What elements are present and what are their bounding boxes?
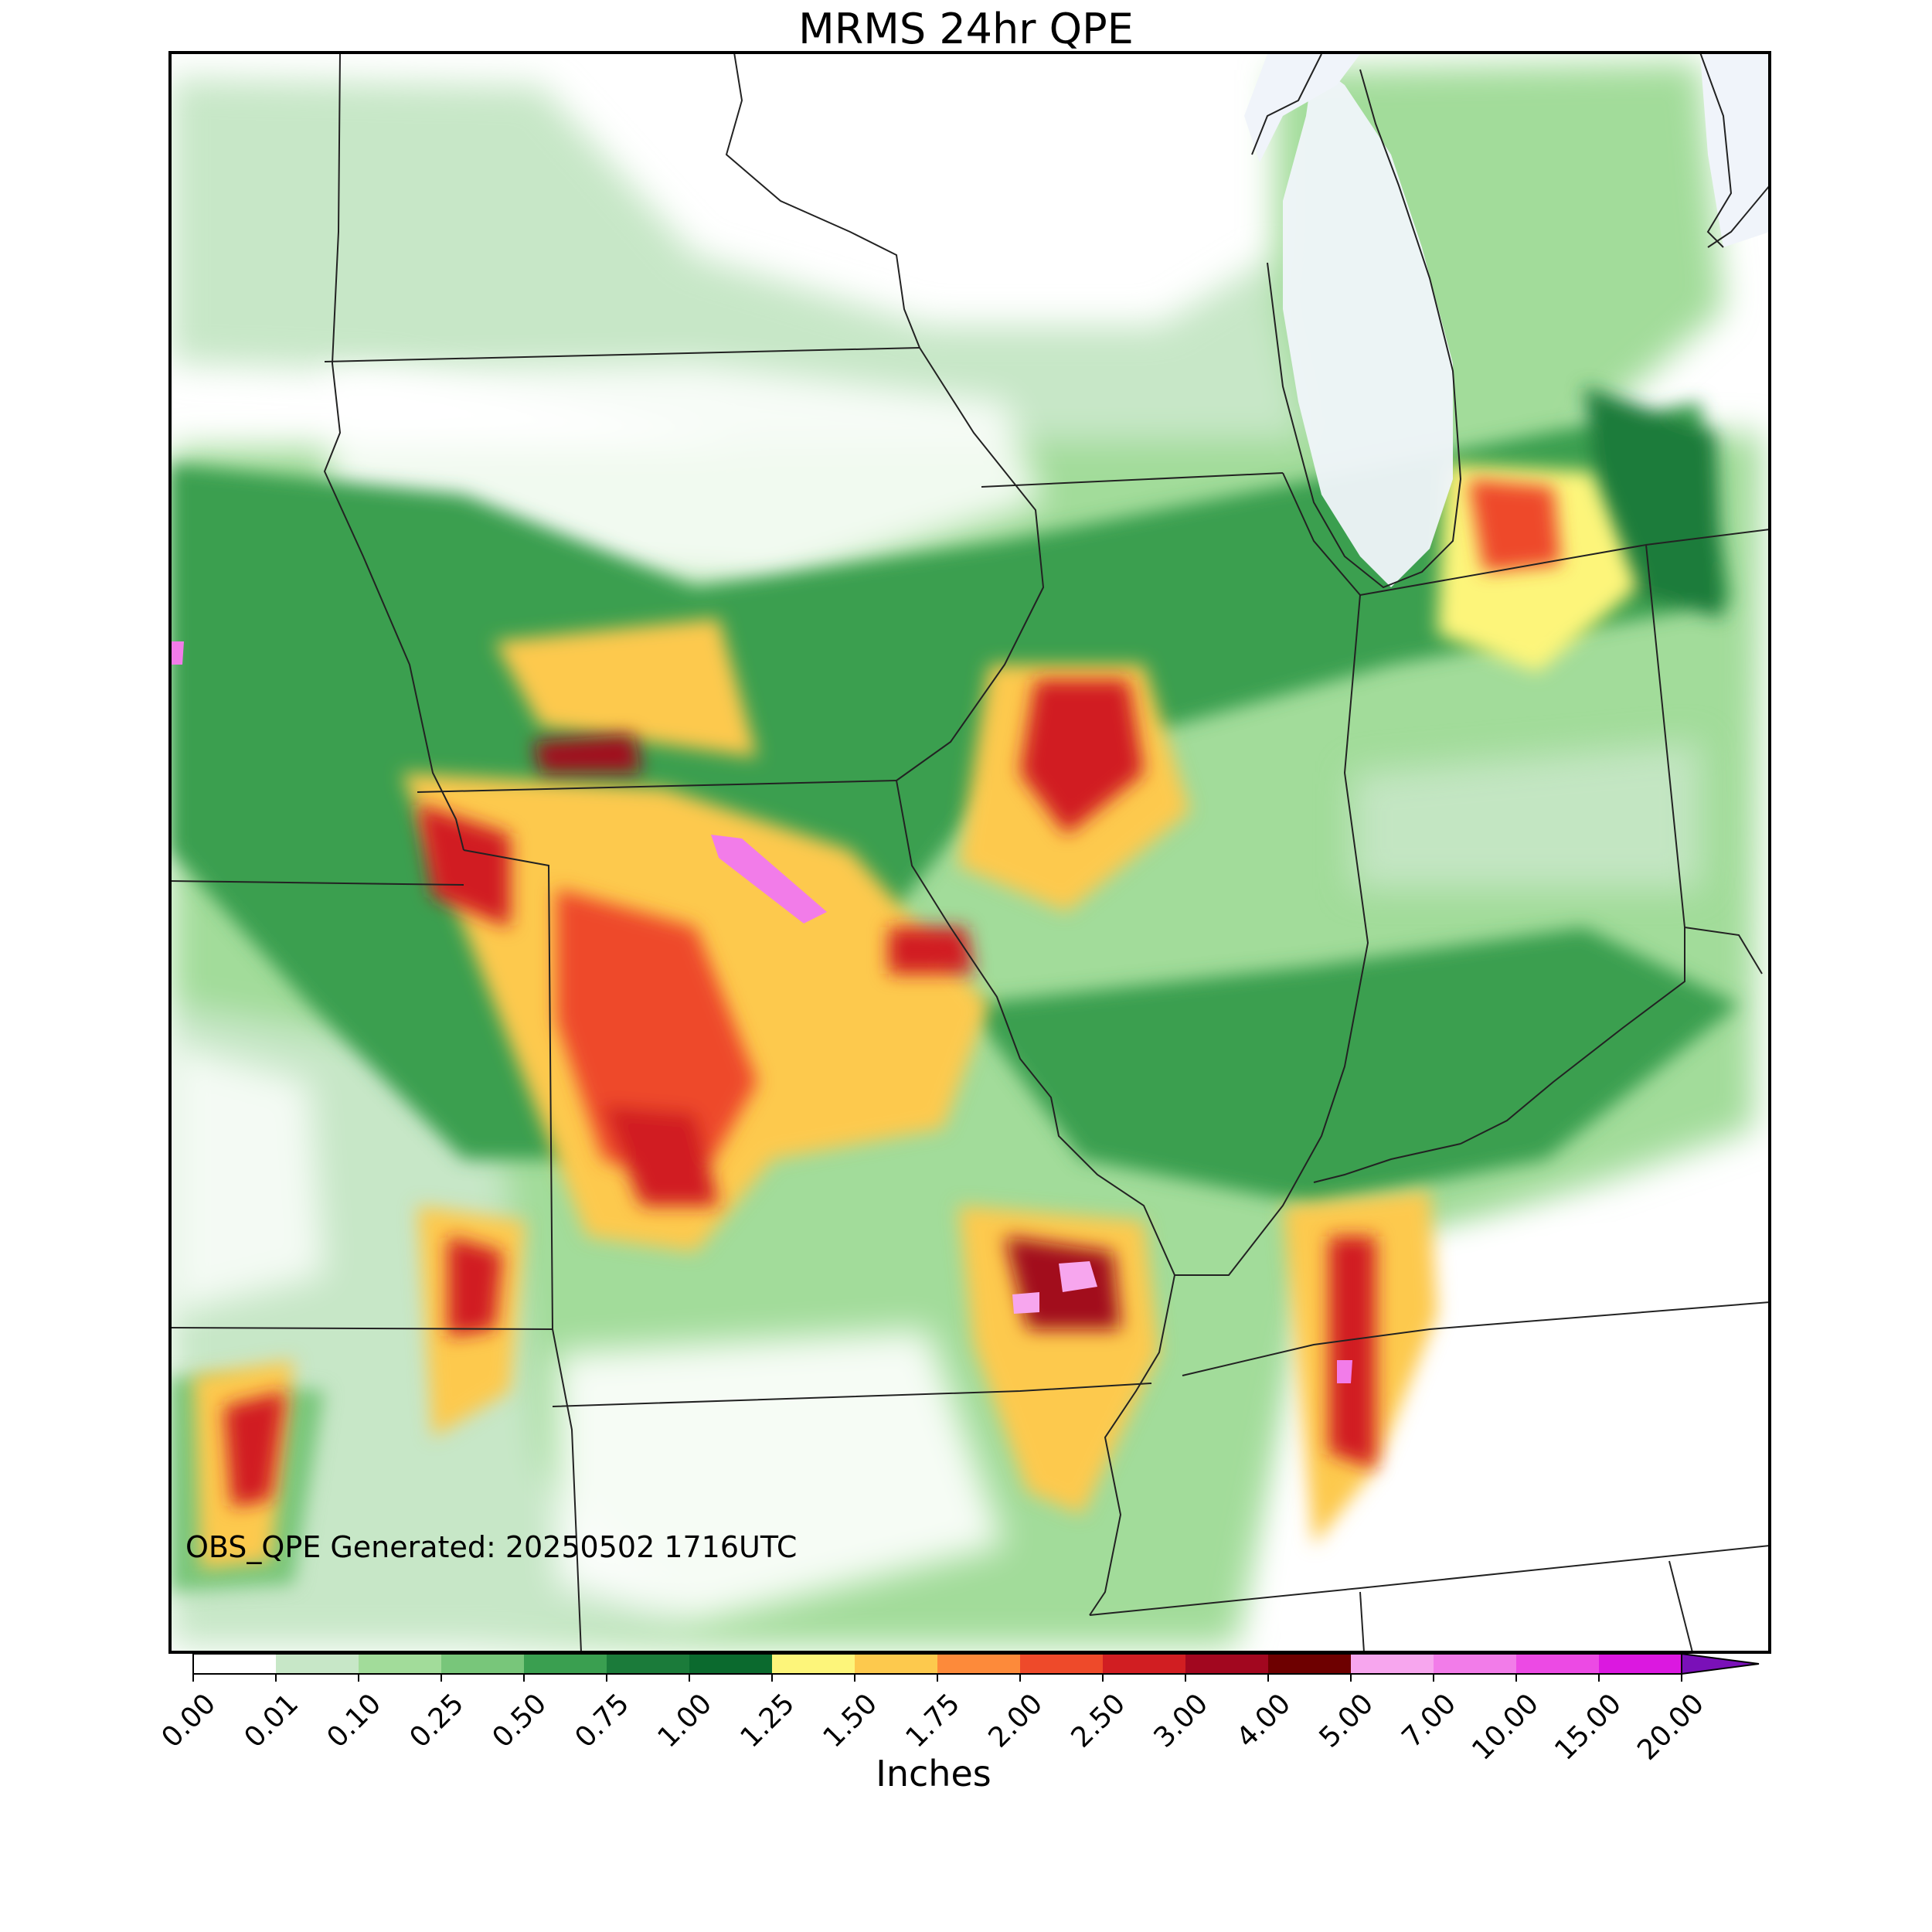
colorbar-segment — [441, 1654, 525, 1674]
colorbar-segment — [359, 1654, 442, 1674]
colorbar-segment — [937, 1654, 1021, 1674]
colorbar — [192, 1652, 1760, 1682]
generated-timestamp: OBS_QPE Generated: 20250502 1716UTC — [185, 1530, 798, 1564]
colorbar-segment — [607, 1654, 690, 1674]
colorbar-segment — [1599, 1654, 1682, 1674]
colorbar-segment — [772, 1654, 855, 1674]
map-frame — [168, 51, 1771, 1654]
colorbar-segment — [193, 1654, 277, 1674]
map-title: MRMS 24hr QPE — [798, 5, 1134, 53]
colorbar-segment — [1020, 1654, 1104, 1674]
colorbar-segment — [855, 1654, 938, 1674]
colorbar-segment — [1434, 1654, 1517, 1674]
colorbar-extend-arrow — [1681, 1652, 1760, 1675]
colorbar-segment — [524, 1654, 607, 1674]
colorbar-segment — [1185, 1654, 1269, 1674]
colorbar-segment — [276, 1654, 359, 1674]
colorbar-segment — [1516, 1654, 1600, 1674]
colorbar-segment — [689, 1654, 773, 1674]
state-boundaries — [170, 53, 1770, 1652]
colorbar-segment — [1103, 1654, 1186, 1674]
colorbar-segment — [1351, 1654, 1434, 1674]
colorbar-segment — [1268, 1654, 1352, 1674]
precipitation-field — [170, 53, 1770, 1652]
